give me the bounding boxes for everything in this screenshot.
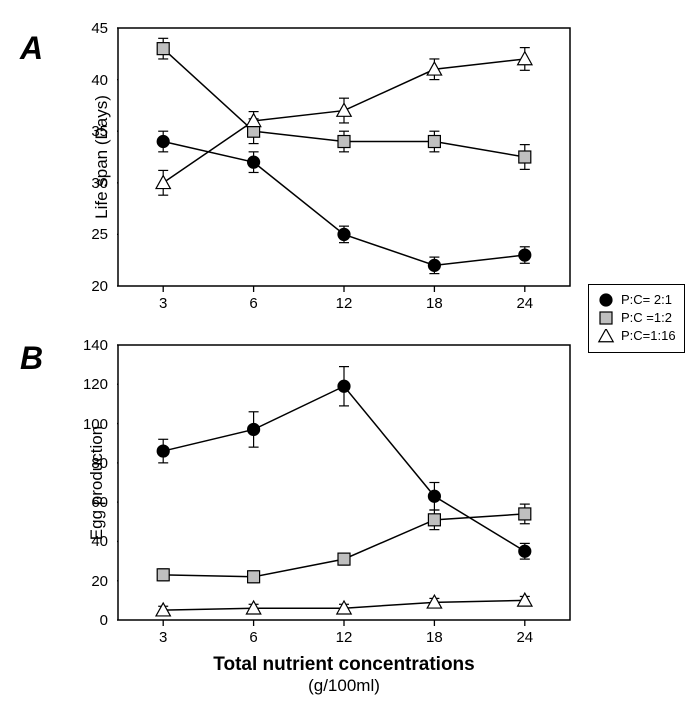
panel-a-label: A [20, 30, 43, 67]
svg-text:12: 12 [336, 295, 353, 312]
legend-item: P:C =1:2 [597, 309, 676, 327]
legend-item: P:C=1:16 [597, 327, 676, 345]
svg-text:6: 6 [249, 629, 257, 646]
ytick-label: 25 [91, 226, 108, 243]
svg-text:12: 12 [336, 629, 353, 646]
ytick-label: 100 [83, 416, 108, 433]
ytick-label: 20 [91, 278, 108, 295]
svg-text:18: 18 [426, 629, 443, 646]
panel-a-chart: 3 6 12 18 24 [117, 27, 571, 315]
ytick-label: 20 [91, 573, 108, 590]
x-axis-sublabel: (g/100ml) [118, 676, 570, 696]
legend-label: P:C= 2:1 [621, 291, 672, 309]
svg-text:24: 24 [516, 295, 533, 312]
svg-text:18: 18 [426, 295, 443, 312]
svg-text:3: 3 [159, 629, 167, 646]
ytick-label: 45 [91, 20, 108, 37]
ytick-label: 40 [91, 72, 108, 89]
ytick-label: 140 [83, 337, 108, 354]
svg-text:24: 24 [516, 629, 533, 646]
panel-b-label: B [20, 340, 43, 377]
ytick-label: 40 [91, 533, 108, 550]
x-axis-label: Total nutrient concentrations [118, 654, 570, 676]
svg-text:3: 3 [159, 295, 167, 312]
ytick-label: 35 [91, 123, 108, 140]
panel-a-ylabel: Life span (Days) [92, 95, 112, 219]
ytick-label: 120 [83, 376, 108, 393]
ytick-label: 30 [91, 175, 108, 192]
legend-item: P:C= 2:1 [597, 291, 676, 309]
svg-text:6: 6 [249, 295, 257, 312]
circle-icon [597, 293, 615, 307]
panel-b-ylabel: Egg production [87, 425, 107, 539]
legend: P:C= 2:1P:C =1:2P:C=1:16 [588, 284, 685, 353]
ytick-label: 60 [91, 494, 108, 511]
legend-label: P:C=1:16 [621, 327, 676, 345]
panel-b-chart: 3 6 12 18 24 [117, 344, 571, 649]
legend-label: P:C =1:2 [621, 309, 672, 327]
square-icon [597, 311, 615, 325]
ytick-label: 0 [100, 612, 108, 629]
figure-root: A Life span (Days) 3 6 12 18 24 B Egg produc… [0, 0, 691, 718]
ytick-label: 80 [91, 455, 108, 472]
triangle-icon [597, 329, 615, 343]
